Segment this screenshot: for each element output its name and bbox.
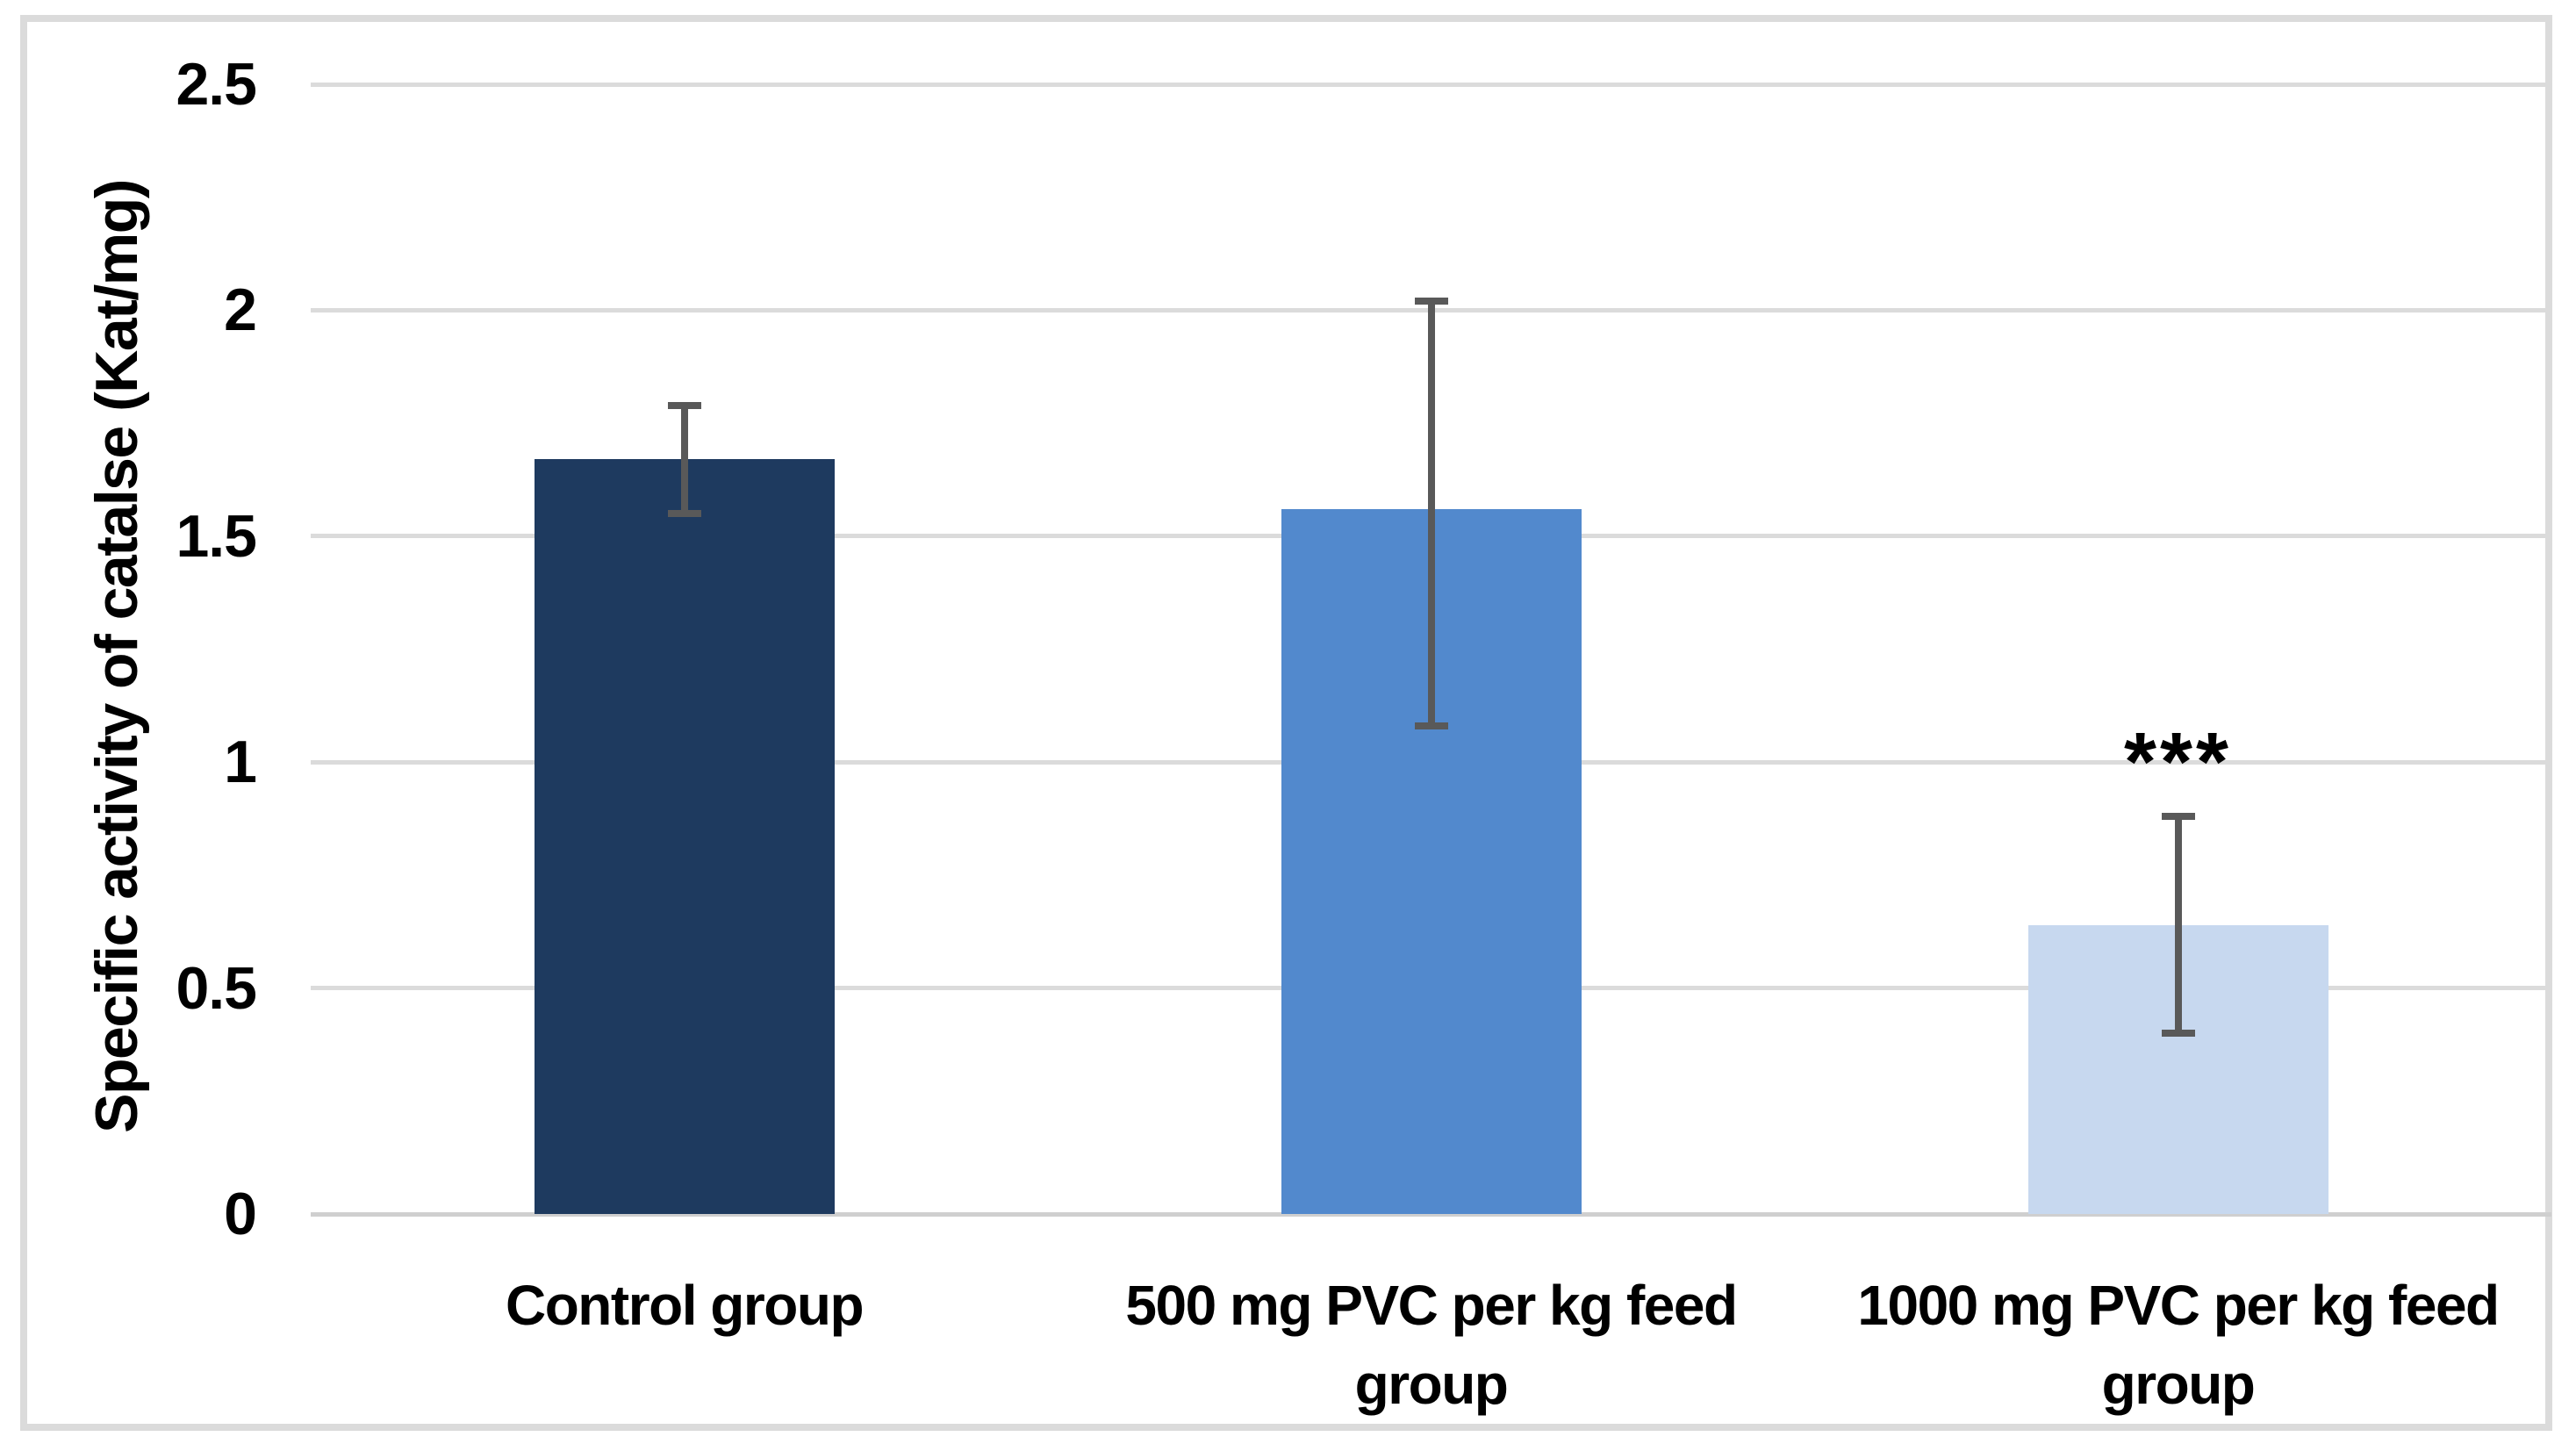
y-tick-label-0: 0 — [224, 1181, 257, 1247]
x-axis-line — [311, 1211, 2551, 1217]
error-bar-bottom-cap-1000-mg-pvc-per-kg-feed-group — [2161, 1030, 2195, 1038]
error-bar-top-cap-1000-mg-pvc-per-kg-feed-group — [2161, 812, 2195, 820]
category-label-line: group — [2101, 1353, 2256, 1416]
category-label-line: 500 mg PVC per kg feed — [1125, 1274, 1738, 1337]
category-label-control-group: Control group — [307, 1266, 1062, 1345]
y-tick-label-1: 1 — [224, 729, 257, 796]
category-label-1000-mg-pvc-per-kg-feed-group: 1000 mg PVC per kg feed group — [1801, 1266, 2556, 1424]
error-bar-bottom-cap-control-group — [667, 510, 701, 518]
y-tick-label-2-5: 2.5 — [176, 51, 257, 118]
error-bar-bottom-cap-500-mg-pvc-per-kg-feed-group — [1414, 722, 1448, 730]
category-label-line: 1000 mg PVC per kg feed — [1857, 1274, 2500, 1337]
category-label-line: group — [1354, 1353, 1509, 1416]
error-bar-1000-mg-pvc-per-kg-feed-group — [2174, 815, 2182, 1034]
y-tick-label-1-5: 1.5 — [176, 502, 257, 570]
error-bar-top-cap-control-group — [667, 401, 701, 409]
category-label-500-mg-pvc-per-kg-feed-group: 500 mg PVC per kg feed group — [1054, 1266, 1809, 1424]
gridline — [311, 82, 2551, 87]
bar-control-group — [534, 459, 835, 1214]
y-tick-label-0-5: 0.5 — [176, 954, 257, 1022]
error-bar-top-cap-500-mg-pvc-per-kg-feed-group — [1414, 298, 1448, 305]
significance-marker: *** — [2124, 715, 2232, 808]
error-bar-500-mg-pvc-per-kg-feed-group — [1427, 301, 1435, 726]
y-tick-label-2: 2 — [224, 277, 257, 344]
category-label-line: Control group — [505, 1274, 865, 1337]
error-bar-control-group — [680, 405, 688, 514]
